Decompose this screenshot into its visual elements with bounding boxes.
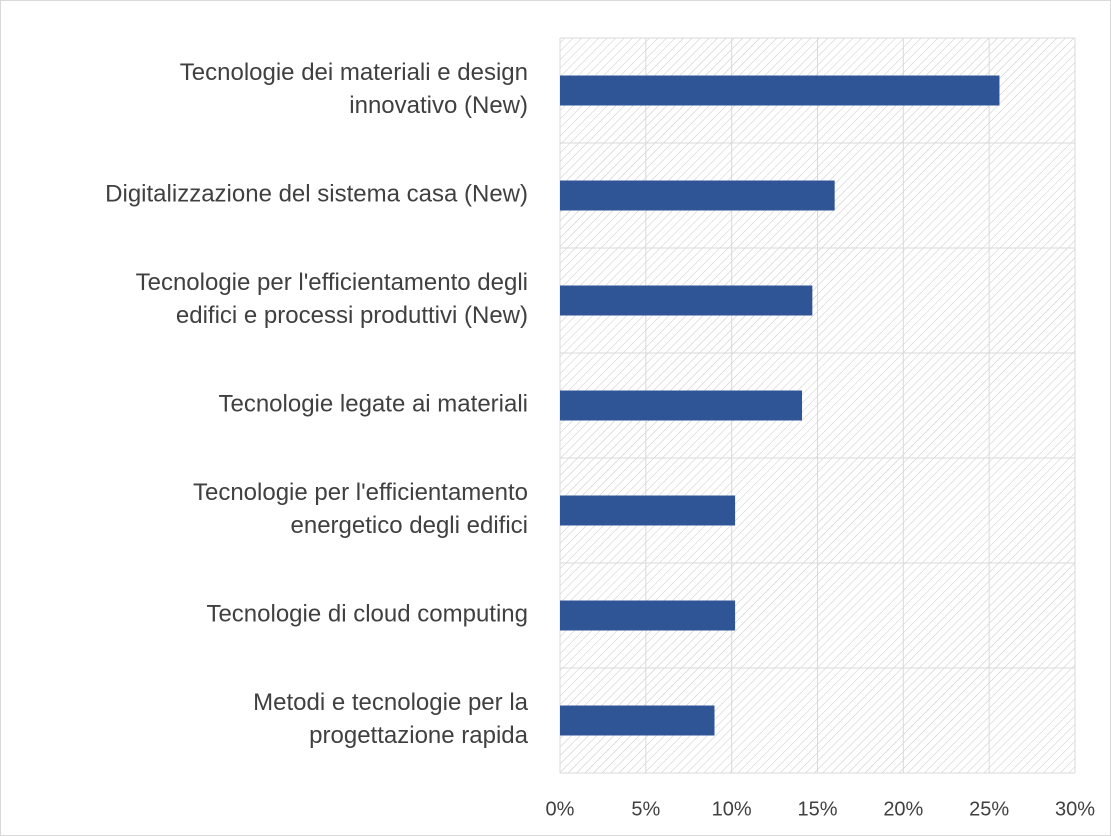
x-tick-label: 5% (631, 798, 660, 820)
bar (560, 180, 835, 211)
x-tick-label: 25% (969, 798, 1009, 820)
y-tick-label: Digitalizzazione del sistema casa (New) (105, 181, 528, 208)
y-tick-label: Tecnologie per l'efficientamento degli ed… (136, 269, 528, 329)
y-tick-label: Metodi e tecnologie per la progettazione … (253, 689, 528, 749)
bar (560, 390, 803, 421)
bar (560, 705, 715, 736)
bar (560, 495, 736, 526)
bar (560, 600, 736, 631)
y-tick-label: Tecnologie per l'efficientamento energeti… (193, 479, 528, 539)
bar (560, 285, 813, 316)
x-tick-label: 30% (1055, 798, 1095, 820)
x-tick-label: 10% (712, 798, 752, 820)
x-tick-label: 20% (883, 798, 923, 820)
x-tick-label: 0% (546, 798, 575, 820)
y-tick-label: Tecnologie di cloud computing (206, 601, 528, 628)
y-tick-label: Tecnologie dei materiali e design innovat… (180, 59, 528, 119)
y-tick-label: Tecnologie legate ai materiali (218, 391, 528, 418)
x-tick-label: 15% (797, 798, 837, 820)
bar (560, 75, 1000, 106)
